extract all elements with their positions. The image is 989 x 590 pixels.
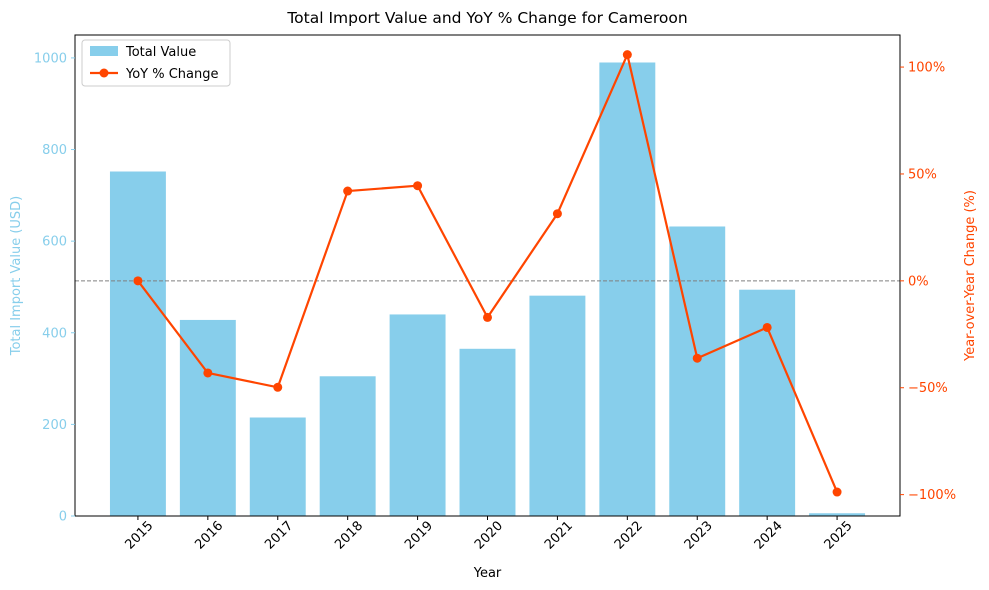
plot-area <box>75 50 900 516</box>
y-axis-right-label: Year-over-Year Change (%) <box>963 190 978 362</box>
legend-swatch-yoy-marker <box>99 68 109 78</box>
legend: Total Value YoY % Change <box>81 39 231 87</box>
y-axis-left: 0 200 400 600 800 1000 <box>34 51 75 525</box>
x-axis-label: Year <box>473 566 502 581</box>
bar-2018 <box>319 376 376 516</box>
y-left-tick-label-400: 400 <box>42 326 67 341</box>
x-tick-label-2017: 2017 <box>262 519 296 553</box>
y-left-tick-label-600: 600 <box>42 235 67 250</box>
x-tick-label-2024: 2024 <box>752 519 786 553</box>
y-left-tick-label-200: 200 <box>42 418 67 433</box>
yoy-point-2022 <box>622 50 632 60</box>
bar-2019 <box>389 314 446 516</box>
y-left-tick-label-800: 800 <box>42 143 67 158</box>
legend-swatch-total-value <box>90 46 118 56</box>
yoy-point-2020 <box>483 312 492 322</box>
y-right-tick-label-0: 0% <box>908 274 929 289</box>
x-tick-label-2023: 2023 <box>682 519 716 553</box>
bar-2021 <box>529 295 586 516</box>
yoy-point-2024 <box>762 322 772 332</box>
legend-label-total-value: Total Value <box>125 45 196 60</box>
bar-2017 <box>249 417 306 516</box>
legend-label-yoy-change: YoY % Change <box>125 67 219 82</box>
x-tick-label-2020: 2020 <box>472 519 506 553</box>
bar-series <box>109 62 866 516</box>
yoy-point-2023 <box>692 353 702 363</box>
y-axis-left-label: Total Import Value (USD) <box>9 196 24 357</box>
y-right-tick-label--50: −50% <box>908 381 948 396</box>
y-left-tick-label-1000: 1000 <box>34 51 67 66</box>
line-series <box>133 50 842 497</box>
yoy-point-2025 <box>832 487 842 497</box>
bar-2022 <box>599 62 656 516</box>
bar-2020 <box>459 348 516 516</box>
chart-title: Total Import Value and YoY % Change for … <box>286 9 687 27</box>
yoy-point-2019 <box>413 181 423 191</box>
bar-2025 <box>809 513 866 516</box>
x-tick-label-2025: 2025 <box>822 519 856 553</box>
yoy-point-2016 <box>203 368 213 378</box>
yoy-point-2015 <box>133 276 143 286</box>
legend-frame <box>81 39 231 87</box>
x-axis: 2015 2016 2017 2018 2019 2020 2021 2022 2023 2024… <box>122 516 856 553</box>
x-tick-label-2016: 2016 <box>192 519 226 553</box>
x-tick-label-2022: 2022 <box>612 519 646 553</box>
yoy-point-2017 <box>273 382 283 392</box>
bar-2016 <box>179 319 236 516</box>
y-right-tick-label--100: −100% <box>908 488 956 503</box>
yoy-point-2021 <box>552 209 562 219</box>
bar-2015 <box>109 171 166 516</box>
yoy-point-2018 <box>343 186 353 196</box>
y-right-tick-label-100: 100% <box>908 61 945 76</box>
x-tick-label-2019: 2019 <box>402 519 436 553</box>
y-right-tick-label-50: 50% <box>908 167 937 182</box>
x-tick-label-2015: 2015 <box>122 519 156 553</box>
x-tick-label-2021: 2021 <box>542 519 576 553</box>
y-axis-right: −100% −50% 0% 50% 100% <box>900 61 956 503</box>
y-left-tick-label-0: 0 <box>59 510 67 525</box>
x-tick-label-2018: 2018 <box>332 519 366 553</box>
